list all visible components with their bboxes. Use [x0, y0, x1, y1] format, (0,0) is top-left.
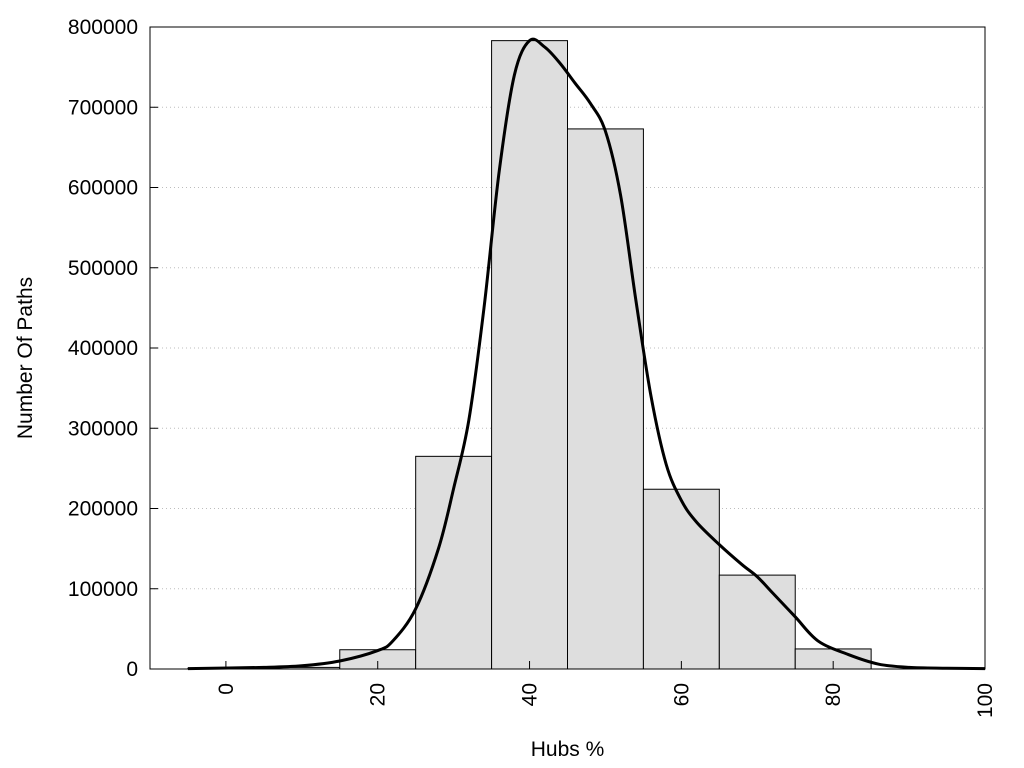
- histogram-bar: [415, 455, 493, 670]
- y-tick-label: 100000: [68, 578, 138, 601]
- histogram-bar: [567, 128, 644, 670]
- y-tick-label: 600000: [68, 177, 138, 200]
- bars: [187, 40, 872, 670]
- x-tick-label: 80: [822, 683, 845, 706]
- y-tick-label: 300000: [68, 417, 138, 440]
- x-tick-label: 100: [974, 683, 997, 718]
- y-tick-label: 800000: [68, 16, 138, 39]
- y-tick-label: 0: [126, 658, 138, 681]
- x-tick-label: 0: [215, 683, 238, 695]
- x-tick-label: 20: [367, 683, 390, 706]
- histogram-bar: [491, 40, 568, 670]
- histogram-bar: [642, 488, 720, 670]
- x-axis: 0 20 40 60 80 100: [215, 661, 997, 718]
- x-axis-title: Hubs %: [531, 738, 605, 761]
- density-curve-group: [187, 37, 986, 671]
- y-tick-label: 200000: [68, 498, 138, 521]
- y-tick-label: 700000: [68, 96, 138, 119]
- x-tick-label: 60: [670, 683, 693, 706]
- y-axis: 0 100000 200000 300000 400000 500000 600000 700…: [68, 16, 158, 681]
- x-tick-label: 40: [519, 683, 542, 706]
- y-tick-label: 400000: [68, 337, 138, 360]
- histogram-bar: [718, 574, 796, 670]
- y-tick-label: 500000: [68, 257, 138, 280]
- y-axis-title: Number Of Paths: [14, 277, 37, 439]
- density-curve: [187, 37, 986, 671]
